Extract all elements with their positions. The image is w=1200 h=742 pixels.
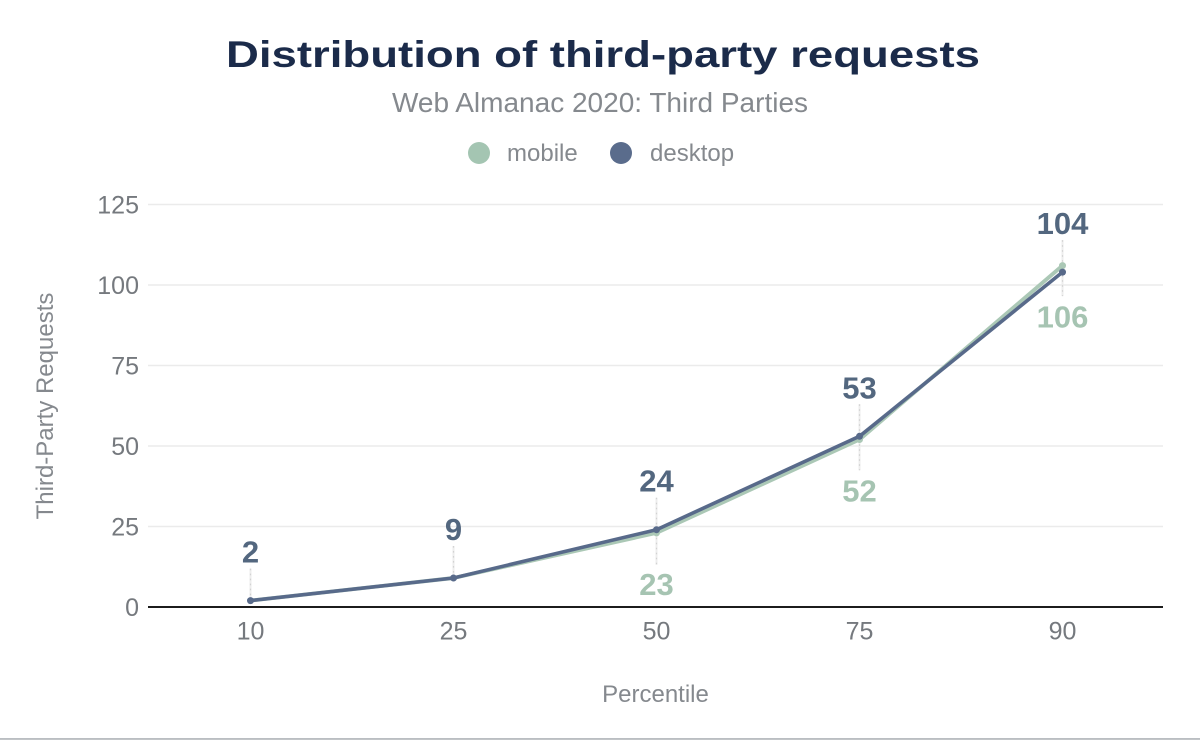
svg-text:25: 25 — [440, 618, 468, 646]
svg-text:50: 50 — [643, 618, 671, 646]
svg-text:10: 10 — [237, 618, 265, 646]
svg-text:Distribution of third-party re: Distribution of third-party requests — [226, 34, 980, 75]
svg-text:9: 9 — [445, 512, 462, 547]
svg-text:Web Almanac 2020: Third Partie: Web Almanac 2020: Third Parties — [392, 87, 808, 118]
svg-text:53: 53 — [842, 370, 876, 405]
svg-text:75: 75 — [111, 352, 139, 380]
svg-text:25: 25 — [111, 513, 139, 541]
svg-text:0: 0 — [125, 594, 139, 622]
svg-text:100: 100 — [97, 272, 139, 300]
svg-text:90: 90 — [1049, 618, 1077, 646]
svg-text:24: 24 — [639, 464, 674, 499]
svg-text:Percentile: Percentile — [602, 681, 709, 708]
svg-text:desktop: desktop — [650, 140, 734, 167]
svg-text:104: 104 — [1037, 206, 1089, 241]
svg-text:mobile: mobile — [507, 140, 578, 167]
svg-text:2: 2 — [242, 535, 259, 570]
svg-text:Third-Party Requests: Third-Party Requests — [32, 293, 59, 520]
svg-text:125: 125 — [97, 191, 139, 219]
svg-text:52: 52 — [842, 474, 876, 509]
svg-text:106: 106 — [1037, 300, 1089, 335]
svg-text:75: 75 — [846, 618, 874, 646]
svg-text:23: 23 — [639, 567, 673, 602]
svg-text:50: 50 — [111, 433, 139, 461]
